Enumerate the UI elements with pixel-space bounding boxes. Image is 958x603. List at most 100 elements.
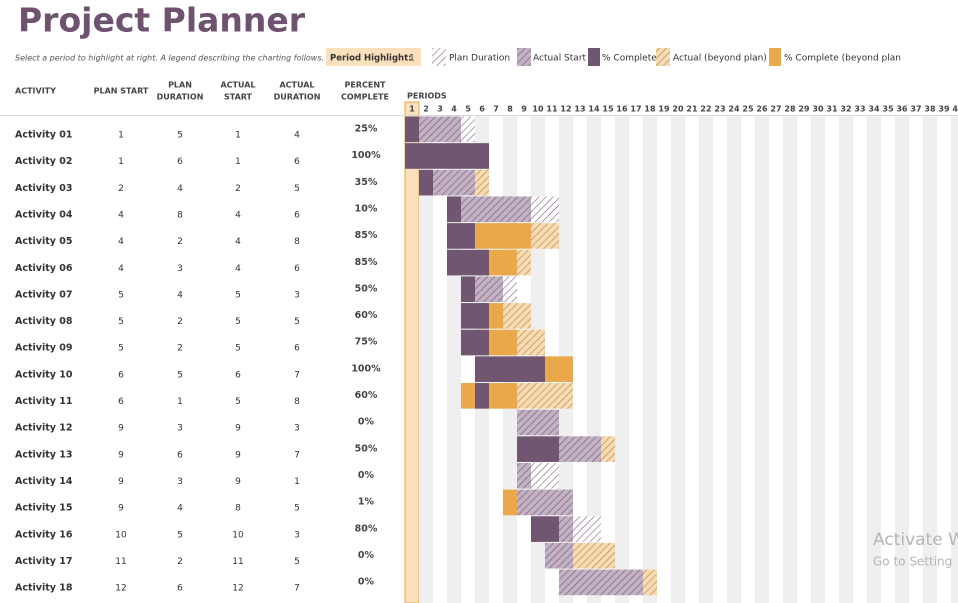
- actual-duration: 8: [294, 237, 300, 247]
- plan-start: 5: [118, 290, 124, 300]
- plan-start: 5: [118, 317, 124, 327]
- actual-start: 4: [235, 210, 241, 220]
- period-number: 33: [854, 105, 865, 114]
- percent-complete: 1%: [358, 497, 375, 508]
- plan-duration: 2: [177, 344, 183, 354]
- activity-name: Activity 12: [15, 423, 73, 434]
- actual-duration: 5: [294, 184, 300, 194]
- legend-label: Actual (beyond plan): [673, 54, 767, 64]
- percent-complete: 0%: [358, 470, 375, 481]
- plan-start: 2: [118, 184, 124, 194]
- period-number: 15: [602, 105, 614, 114]
- actual-start: 10: [232, 530, 244, 540]
- column-header: COMPLETE: [341, 93, 389, 102]
- plan-duration: 3: [177, 477, 183, 487]
- plan-start: 4: [118, 210, 124, 220]
- plan-duration: 8: [177, 210, 183, 220]
- plan-duration: 2: [177, 237, 183, 247]
- period-number: 19: [658, 105, 670, 114]
- percent-complete: 0%: [358, 577, 375, 588]
- legend-label: % Complete: [602, 54, 657, 64]
- percent-complete: 50%: [355, 443, 378, 454]
- highlight-box[interactable]: [326, 48, 421, 66]
- plan-start: 6: [118, 370, 124, 380]
- plan-start: 9: [118, 450, 124, 460]
- period-number: 10: [532, 105, 544, 114]
- actual-beyond-bar: [601, 436, 615, 462]
- period-number: 2: [423, 105, 429, 114]
- complete-bar: [475, 383, 489, 409]
- complete-bar: [475, 356, 545, 382]
- plan-duration: 6: [177, 450, 183, 460]
- complete-beyond-bar: [503, 489, 517, 516]
- legend-label: % Complete (beyond plan: [784, 54, 901, 64]
- activity-name: Activity 02: [15, 156, 73, 167]
- actual-bar: [545, 542, 573, 569]
- period-number: 26: [756, 105, 768, 114]
- period-number: 29: [798, 105, 810, 114]
- period-number: 11: [546, 105, 558, 114]
- period-number: 37: [910, 105, 921, 114]
- legend-swatch: [656, 48, 670, 66]
- highlight-column: [404, 101, 420, 603]
- period-stripe: [727, 116, 741, 603]
- plan-bar: [461, 116, 475, 143]
- plan-bar: [531, 462, 559, 489]
- actual-bar: [461, 196, 531, 223]
- complete-bar: [405, 116, 419, 143]
- periods-header: PERIODS: [407, 92, 447, 101]
- complete-bar: [447, 196, 461, 223]
- percent-complete: 25%: [355, 124, 378, 135]
- actual-start: 5: [235, 397, 241, 407]
- activity-name: Activity 14: [15, 476, 73, 487]
- complete-beyond-bar: [489, 303, 503, 329]
- period-number: 32: [840, 105, 851, 114]
- highlight-value[interactable]: 1: [409, 54, 414, 64]
- plan-duration: 5: [177, 131, 183, 141]
- actual-start: 4: [235, 264, 241, 274]
- complete-beyond-bar: [545, 356, 573, 382]
- period-number: 17: [630, 105, 641, 114]
- watermark: Activate W: [873, 530, 958, 550]
- actual-duration: 6: [294, 210, 300, 220]
- period-number: 7: [493, 105, 499, 114]
- actual-start: 11: [232, 557, 243, 567]
- actual-beyond-bar: [475, 169, 489, 196]
- column-header: ACTIVITY: [15, 87, 56, 96]
- legend-swatch: [588, 48, 600, 66]
- plan-duration: 4: [177, 504, 183, 514]
- legend-label: Plan Duration: [449, 54, 510, 64]
- legend-label: Actual Start: [533, 54, 587, 64]
- complete-beyond-bar: [489, 383, 517, 409]
- plan-start: 11: [115, 557, 126, 567]
- activity-name: Activity 09: [15, 343, 73, 354]
- percent-complete: 60%: [355, 310, 378, 321]
- period-number: 23: [714, 105, 725, 114]
- period-number: 9: [521, 105, 527, 114]
- actual-duration: 7: [294, 584, 300, 594]
- period-stripe: [867, 116, 881, 603]
- actual-bar: [559, 516, 573, 542]
- period-number: 14: [588, 105, 600, 114]
- complete-bar: [405, 143, 489, 169]
- actual-bar: [475, 276, 503, 303]
- actual-bar: [419, 116, 461, 143]
- actual-duration: 6: [294, 344, 300, 354]
- actual-duration: 4: [294, 131, 300, 141]
- plan-start: 1: [118, 157, 124, 167]
- period-stripe: [699, 116, 713, 603]
- actual-start: 4: [235, 237, 241, 247]
- plan-start: 9: [118, 504, 124, 514]
- period-number: 13: [574, 105, 585, 114]
- actual-start: 1: [235, 131, 241, 141]
- percent-complete: 80%: [355, 523, 378, 534]
- complete-bar: [447, 249, 489, 276]
- plan-duration: 2: [177, 557, 183, 567]
- actual-start: 1: [235, 157, 241, 167]
- period-number: 4: [451, 105, 457, 114]
- period-number: 22: [700, 105, 711, 114]
- column-header: PERCENT: [345, 81, 387, 90]
- actual-duration: 6: [294, 157, 300, 167]
- actual-bar: [517, 409, 559, 436]
- plan-duration: 3: [177, 264, 183, 274]
